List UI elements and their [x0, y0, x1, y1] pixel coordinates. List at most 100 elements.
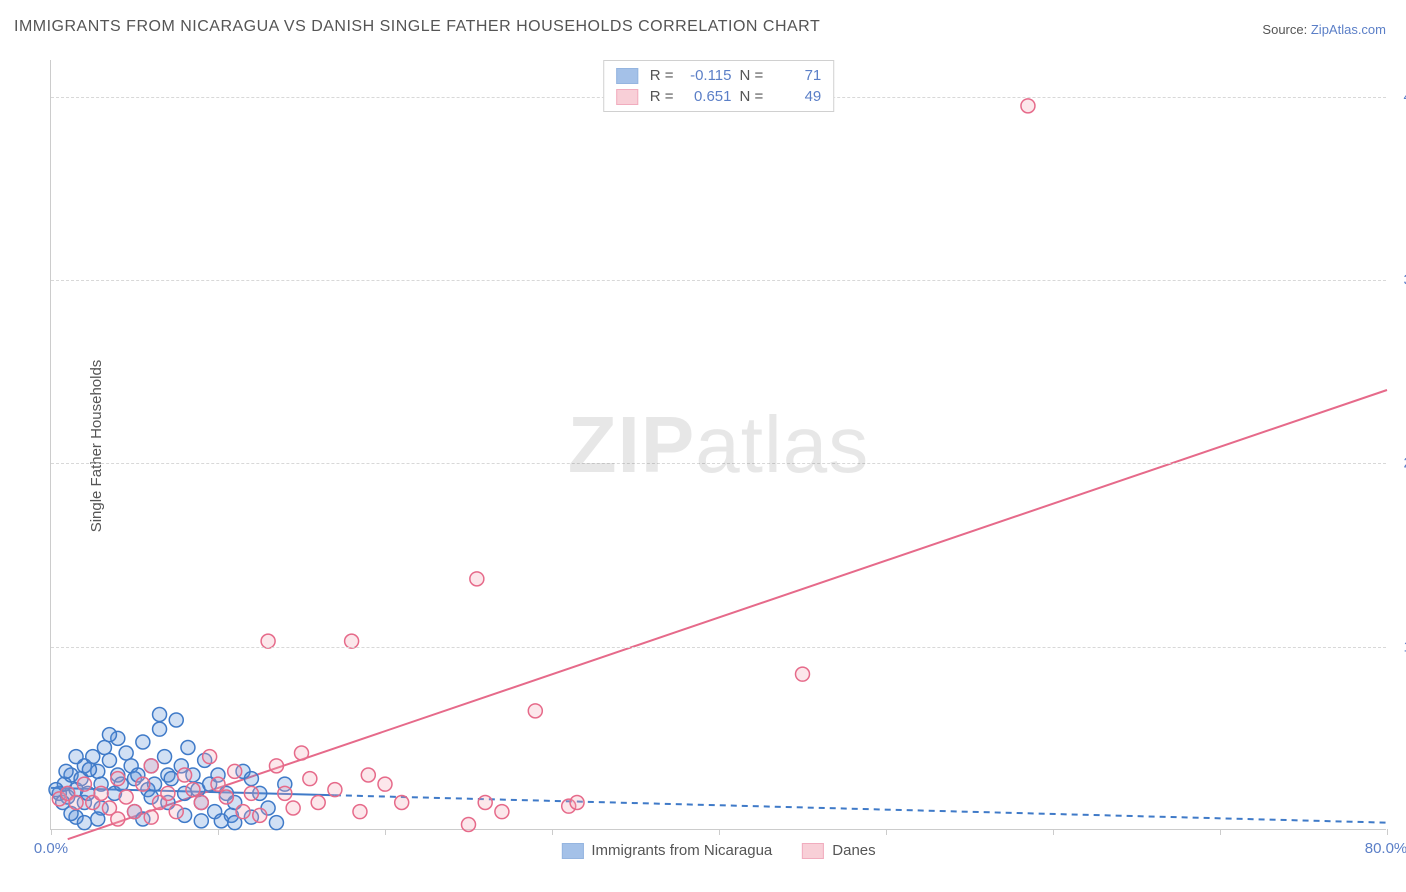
x-tick — [51, 829, 52, 835]
legend-label-1: Immigrants from Nicaragua — [591, 842, 772, 859]
scatter-point — [219, 790, 233, 804]
scatter-point — [194, 814, 208, 828]
scatter-point — [69, 750, 83, 764]
legend-row-series2: R = 0.651 N = 49 — [616, 86, 822, 107]
legend-swatch-series1 — [616, 68, 638, 84]
scatter-point — [253, 808, 267, 822]
scatter-point — [144, 759, 158, 773]
scatter-point — [119, 746, 133, 760]
scatter-point — [495, 805, 509, 819]
r-value-1: -0.115 — [682, 67, 732, 84]
r-value-2: 0.651 — [682, 88, 732, 105]
y-tick-label: 20.0% — [1391, 455, 1406, 472]
legend-swatch-bottom-1 — [561, 843, 583, 859]
source-link[interactable]: ZipAtlas.com — [1311, 22, 1386, 37]
scatter-point — [153, 708, 167, 722]
scatter-point — [69, 796, 83, 810]
scatter-point — [328, 783, 342, 797]
scatter-point — [111, 772, 125, 786]
x-max-label: 80.0% — [1365, 840, 1406, 857]
scatter-point — [303, 772, 317, 786]
source-label: Source: — [1262, 22, 1307, 37]
scatter-point — [796, 667, 810, 681]
trend-line-dashed — [335, 795, 1387, 822]
scatter-point — [111, 812, 125, 826]
plot-area: ZIPatlas R = -0.115 N = 71 R = 0.651 N =… — [50, 60, 1386, 830]
scatter-point — [161, 786, 175, 800]
x-tick — [886, 829, 887, 835]
correlation-legend: R = -0.115 N = 71 R = 0.651 N = 49 — [603, 60, 835, 112]
x-tick — [1387, 829, 1388, 835]
scatter-point — [97, 741, 111, 755]
scatter-point — [119, 790, 133, 804]
scatter-point — [94, 786, 108, 800]
n-label-1: N = — [740, 67, 764, 84]
legend-swatch-series2 — [616, 89, 638, 105]
x-tick — [1220, 829, 1221, 835]
gridline-h — [51, 647, 1386, 648]
scatter-point — [462, 818, 476, 832]
gridline-h — [51, 463, 1386, 464]
scatter-points — [49, 99, 1035, 832]
y-tick-label: 40.0% — [1391, 88, 1406, 105]
scatter-point — [1021, 99, 1035, 113]
scatter-point — [269, 816, 283, 830]
legend-item-series1: Immigrants from Nicaragua — [561, 842, 772, 859]
chart-svg — [51, 60, 1386, 829]
scatter-point — [244, 786, 258, 800]
scatter-point — [228, 764, 242, 778]
scatter-point — [102, 753, 116, 767]
scatter-point — [361, 768, 375, 782]
scatter-point — [86, 750, 100, 764]
scatter-point — [203, 750, 217, 764]
scatter-point — [128, 805, 142, 819]
scatter-point — [470, 572, 484, 586]
scatter-point — [91, 812, 105, 826]
scatter-point — [77, 777, 91, 791]
scatter-point — [164, 772, 178, 786]
scatter-point — [395, 796, 409, 810]
scatter-point — [102, 728, 116, 742]
r-label-1: R = — [650, 67, 674, 84]
scatter-point — [244, 772, 258, 786]
scatter-point — [528, 704, 542, 718]
n-value-2: 49 — [771, 88, 821, 105]
scatter-point — [59, 764, 73, 778]
x-tick — [218, 829, 219, 835]
scatter-point — [136, 777, 150, 791]
y-tick-label: 10.0% — [1391, 638, 1406, 655]
scatter-point — [570, 796, 584, 810]
source-attribution: Source: ZipAtlas.com — [1262, 22, 1386, 37]
trend-line-solid — [68, 390, 1387, 839]
legend-item-series2: Danes — [802, 842, 875, 859]
series-legend: Immigrants from Nicaragua Danes — [561, 842, 875, 859]
r-label-2: R = — [650, 88, 674, 105]
scatter-point — [178, 768, 192, 782]
x-tick — [385, 829, 386, 835]
scatter-point — [269, 759, 283, 773]
scatter-point — [186, 783, 200, 797]
y-tick-label: 30.0% — [1391, 272, 1406, 289]
scatter-point — [211, 777, 225, 791]
scatter-point — [278, 786, 292, 800]
scatter-point — [353, 805, 367, 819]
scatter-point — [77, 816, 91, 830]
scatter-point — [169, 805, 183, 819]
scatter-point — [158, 750, 172, 764]
gridline-h — [51, 280, 1386, 281]
scatter-point — [286, 801, 300, 815]
scatter-point — [169, 713, 183, 727]
scatter-point — [136, 735, 150, 749]
x-tick — [719, 829, 720, 835]
chart-title: IMMIGRANTS FROM NICARAGUA VS DANISH SING… — [14, 18, 820, 36]
n-label-2: N = — [740, 88, 764, 105]
scatter-point — [144, 810, 158, 824]
scatter-point — [311, 796, 325, 810]
scatter-point — [378, 777, 392, 791]
x-tick — [552, 829, 553, 835]
legend-swatch-bottom-2 — [802, 843, 824, 859]
scatter-point — [153, 722, 167, 736]
n-value-1: 71 — [771, 67, 821, 84]
scatter-point — [194, 796, 208, 810]
legend-row-series1: R = -0.115 N = 71 — [616, 65, 822, 86]
